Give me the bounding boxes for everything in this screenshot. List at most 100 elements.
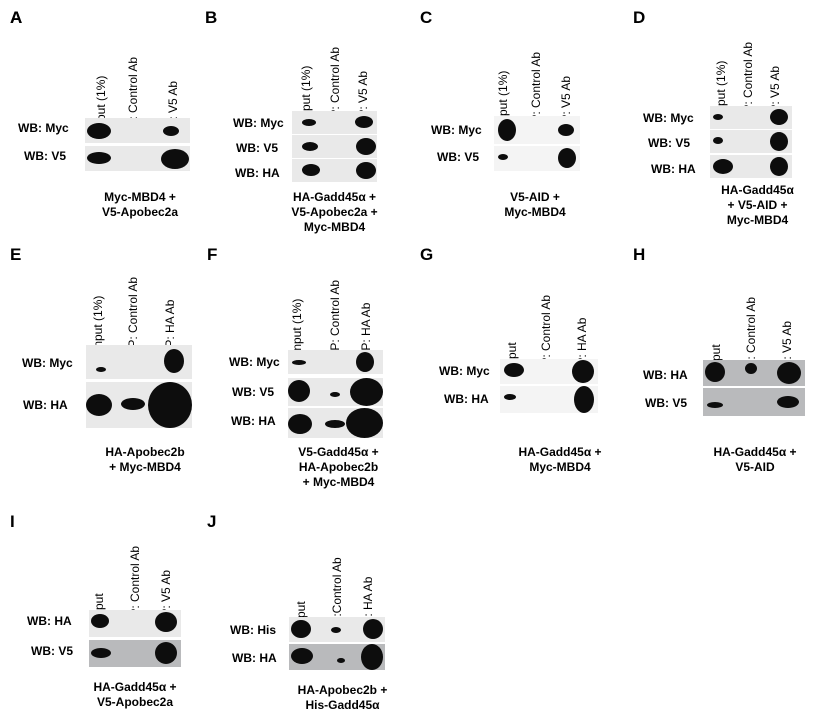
blot-strip	[86, 345, 192, 379]
row-label: WB: Myc	[643, 111, 694, 125]
band	[96, 367, 106, 372]
caption: HA-Gadd45α + Myc-MBD4	[518, 445, 602, 474]
band	[337, 658, 345, 663]
band	[572, 360, 594, 383]
panel-label-h: H	[633, 245, 646, 264]
row-label: WB: V5	[437, 150, 479, 164]
panel-label-g: G	[420, 245, 434, 264]
band	[777, 396, 799, 408]
blot-strip	[288, 408, 383, 438]
panel-label-f: F	[207, 245, 218, 264]
row-label: WB: HA	[231, 414, 276, 428]
blot-strip	[494, 116, 580, 144]
band	[302, 119, 316, 126]
band	[770, 132, 788, 151]
band	[356, 138, 376, 155]
band	[770, 157, 788, 176]
band	[121, 398, 145, 410]
blot-strip	[710, 106, 792, 129]
band	[356, 352, 374, 372]
blot-strip	[710, 130, 792, 153]
row-label: WB: Myc	[431, 123, 482, 137]
band	[148, 382, 192, 428]
lane-label-control: IP: Control Ab	[328, 279, 342, 354]
lane-label-control: IP: Control Ab	[529, 51, 543, 126]
panel-label-j: J	[207, 512, 217, 531]
blot-strip	[85, 146, 190, 171]
band	[713, 159, 733, 174]
panel-label-i: I	[10, 512, 15, 531]
band	[504, 394, 516, 400]
lane-label-control: IP: Control Ab	[328, 46, 342, 121]
row-label: WB: Myc	[22, 356, 73, 370]
band	[325, 420, 345, 428]
panel-label-d: D	[633, 8, 646, 27]
blot-strip	[89, 640, 181, 667]
row-label: WB: V5	[648, 136, 690, 150]
blot-strip	[292, 159, 377, 182]
row-label: WB: V5	[232, 385, 274, 399]
caption: V5-AID + Myc-MBD4	[504, 190, 566, 219]
caption: Myc-MBD4 + V5-Apobec2a	[101, 190, 179, 219]
band	[350, 378, 383, 406]
caption: HA-Apobec2b + His-Gadd45α	[297, 683, 388, 712]
band	[770, 109, 788, 125]
band	[288, 414, 312, 434]
band	[498, 154, 508, 160]
lane-label-control: IP: Control Ab	[126, 276, 140, 351]
band	[155, 612, 177, 632]
band	[355, 116, 373, 128]
caption: HA-Gadd45α + V5-AID + Myc-MBD4	[721, 183, 794, 227]
band	[331, 627, 341, 633]
band	[302, 164, 320, 176]
band	[363, 619, 383, 639]
blot-strip	[288, 350, 383, 374]
band	[91, 614, 109, 628]
panel-label-a: A	[10, 8, 23, 27]
lane-label-input: Input (1%)	[91, 295, 105, 351]
panel-label-b: B	[205, 8, 218, 27]
band	[713, 137, 723, 144]
row-label: WB: HA	[643, 368, 688, 382]
row-label: WB: HA	[651, 162, 696, 176]
blot-strip	[85, 118, 190, 143]
band	[164, 349, 184, 373]
blot-strip	[292, 111, 377, 134]
panel-label: A	[10, 8, 23, 27]
row-label: WB: His	[230, 623, 276, 637]
lane-label-input: Input (1%)	[290, 298, 304, 354]
blot-strip	[289, 617, 385, 642]
band	[558, 124, 574, 136]
band	[330, 392, 340, 397]
band	[87, 123, 111, 139]
blot-strip	[86, 382, 192, 428]
lane-label-ip: IP: HA Ab	[163, 299, 177, 351]
band	[292, 360, 306, 365]
caption: V5-Gadd45α + HA-Apobec2b + Myc-MBD4	[298, 445, 379, 489]
band	[91, 648, 111, 658]
row-label: WB: HA	[444, 392, 489, 406]
band	[361, 644, 383, 670]
blot-strip	[500, 386, 598, 413]
row-label: WB: Myc	[233, 116, 284, 130]
row-label: WB: HA	[235, 166, 280, 180]
row-label: WB: HA	[232, 651, 277, 665]
band	[558, 148, 576, 168]
lane-label-control: IP: Control Ab	[128, 545, 142, 620]
band	[745, 363, 757, 374]
band	[291, 620, 311, 638]
blot-strip	[494, 146, 580, 171]
caption: HA-Gadd45α + V5-AID	[713, 445, 797, 474]
row-label: WB: Myc	[229, 355, 280, 369]
lane-label-ip: IP: HA Ab	[359, 302, 373, 354]
blot-strip	[288, 378, 383, 406]
panel-label-e: E	[10, 245, 22, 264]
band	[155, 642, 177, 664]
band	[705, 362, 725, 382]
row-label: WB: Myc	[18, 121, 69, 135]
blot-strip	[89, 610, 181, 637]
row-label: WB: V5	[645, 396, 687, 410]
band	[163, 126, 179, 136]
band	[498, 119, 516, 141]
band	[291, 648, 313, 664]
